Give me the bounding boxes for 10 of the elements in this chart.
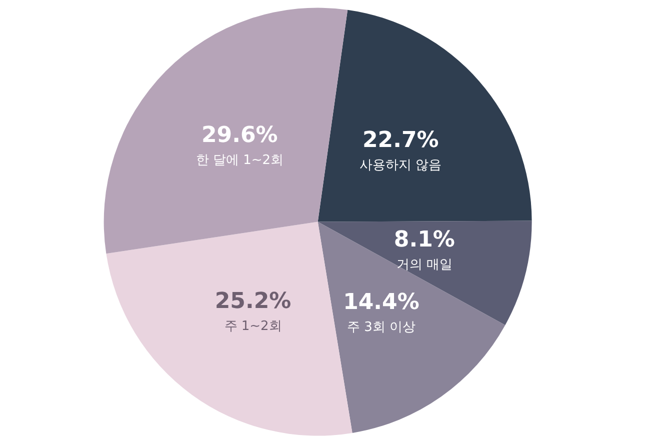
slice-label: 주 1~2회	[224, 319, 282, 334]
data-label: 14.4%	[343, 290, 420, 316]
data-label: 22.7%	[362, 128, 439, 153]
data-label: 25.2%	[214, 289, 292, 314]
slice-label: 주 3회 이상	[346, 320, 416, 336]
data-label: 29.6%	[201, 122, 278, 148]
slice-label: 사용하지 않음	[360, 158, 442, 173]
data-label: 8.1%	[394, 227, 455, 252]
slice-label: 한 달에 1~2회	[196, 152, 284, 168]
slice-label: 거의 매일	[396, 257, 452, 272]
